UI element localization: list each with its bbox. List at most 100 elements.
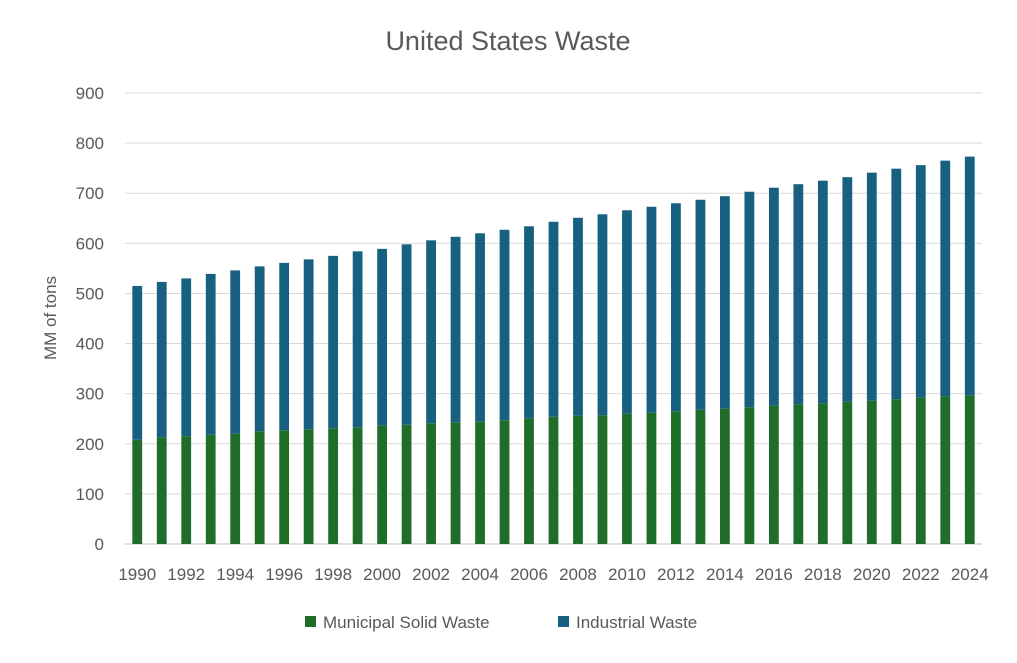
bar-industrial-waste-2013 bbox=[695, 199, 706, 410]
bar-industrial-waste-2004 bbox=[475, 233, 485, 422]
x-tick-label: 2008 bbox=[559, 565, 597, 584]
bar-industrial-waste-1992 bbox=[181, 278, 192, 437]
bar-municipal-solid-waste-1998 bbox=[328, 428, 339, 544]
legend-swatch bbox=[305, 616, 316, 627]
bar-municipal-solid-waste-2005 bbox=[499, 420, 510, 544]
bar-municipal-solid-waste-1991 bbox=[156, 437, 167, 544]
chart-title: United States Waste bbox=[385, 26, 630, 56]
bar-municipal-solid-waste-2008 bbox=[573, 415, 583, 544]
bar-municipal-solid-waste-2013 bbox=[695, 409, 706, 544]
bar-industrial-waste-2008 bbox=[573, 217, 583, 416]
y-axis-label: MM of tons bbox=[41, 276, 60, 360]
bar-industrial-waste-2010 bbox=[622, 210, 632, 414]
bar-industrial-waste-2016 bbox=[768, 187, 779, 406]
bar-municipal-solid-waste-1995 bbox=[254, 431, 265, 544]
x-tick-label: 2016 bbox=[755, 565, 793, 584]
bar-municipal-solid-waste-2021 bbox=[891, 399, 902, 544]
bar-municipal-solid-waste-2016 bbox=[768, 405, 779, 544]
bar-industrial-waste-2006 bbox=[524, 226, 534, 419]
bar-industrial-waste-2000 bbox=[377, 248, 387, 426]
x-tick-label: 2014 bbox=[706, 565, 744, 584]
bar-municipal-solid-waste-1990 bbox=[132, 439, 143, 544]
bar-municipal-solid-waste-2002 bbox=[426, 423, 436, 544]
bar-industrial-waste-2002 bbox=[426, 240, 436, 424]
bar-municipal-solid-waste-2009 bbox=[597, 415, 608, 544]
bar-industrial-waste-2009 bbox=[597, 214, 608, 416]
y-tick-label: 400 bbox=[76, 335, 104, 354]
bar-industrial-waste-2024 bbox=[964, 156, 975, 396]
bar-municipal-solid-waste-2023 bbox=[940, 396, 951, 544]
bar-municipal-solid-waste-1996 bbox=[279, 430, 290, 544]
bar-municipal-solid-waste-2015 bbox=[744, 407, 755, 544]
bar-industrial-waste-2018 bbox=[817, 180, 828, 404]
x-tick-label: 2006 bbox=[510, 565, 548, 584]
legend-label: Municipal Solid Waste bbox=[323, 613, 490, 632]
x-tick-label: 1996 bbox=[265, 565, 303, 584]
bar-municipal-solid-waste-2020 bbox=[866, 400, 877, 544]
y-tick-label: 300 bbox=[76, 385, 104, 404]
x-tick-label: 2018 bbox=[804, 565, 842, 584]
legend-label: Industrial Waste bbox=[576, 613, 697, 632]
legend-swatch bbox=[558, 616, 569, 627]
bar-industrial-waste-1996 bbox=[279, 262, 290, 431]
x-axis-ticks: 1990 1992 1994 1996 1998 2000 2002 2004 2006 2008… bbox=[118, 565, 988, 584]
bar-municipal-solid-waste-2006 bbox=[524, 418, 534, 544]
bar-municipal-solid-waste-1993 bbox=[205, 434, 216, 544]
y-axis-ticks: 0 100 200 300 400 500 600 700 800 900 bbox=[76, 84, 104, 554]
bar-municipal-solid-waste-2019 bbox=[842, 401, 853, 544]
x-tick-label: 1994 bbox=[216, 565, 254, 584]
bar-industrial-waste-2014 bbox=[720, 196, 730, 409]
bar-municipal-solid-waste-2003 bbox=[450, 422, 461, 544]
bar-municipal-solid-waste-2012 bbox=[671, 411, 681, 544]
bar-municipal-solid-waste-2007 bbox=[548, 416, 559, 544]
bar-industrial-waste-1994 bbox=[230, 270, 241, 434]
bar-municipal-solid-waste-1992 bbox=[181, 436, 192, 544]
y-tick-label: 600 bbox=[76, 234, 104, 253]
bar-industrial-waste-2019 bbox=[842, 177, 853, 402]
y-tick-label: 200 bbox=[76, 435, 104, 454]
y-tick-label: 500 bbox=[76, 284, 104, 303]
y-tick-label: 0 bbox=[95, 535, 104, 554]
y-tick-label: 100 bbox=[76, 485, 104, 504]
bar-municipal-solid-waste-1999 bbox=[352, 427, 363, 544]
bar-industrial-waste-2001 bbox=[401, 244, 412, 425]
bar-municipal-solid-waste-2017 bbox=[793, 404, 804, 544]
bar-industrial-waste-2015 bbox=[744, 191, 755, 408]
bar-industrial-waste-2022 bbox=[915, 165, 926, 398]
bar-industrial-waste-2011 bbox=[646, 206, 657, 413]
bar-municipal-solid-waste-2014 bbox=[720, 408, 730, 544]
bars bbox=[132, 156, 975, 544]
legend: Municipal Solid Waste Industrial Waste bbox=[305, 613, 697, 632]
bar-municipal-solid-waste-2010 bbox=[622, 413, 632, 544]
x-tick-label: 2024 bbox=[951, 565, 989, 584]
y-tick-label: 700 bbox=[76, 184, 104, 203]
bar-industrial-waste-1993 bbox=[205, 273, 216, 435]
bar-municipal-solid-waste-1994 bbox=[230, 433, 241, 544]
y-tick-label: 800 bbox=[76, 134, 104, 153]
bar-municipal-solid-waste-2011 bbox=[646, 412, 657, 544]
x-tick-label: 2010 bbox=[608, 565, 646, 584]
bar-industrial-waste-2005 bbox=[499, 229, 510, 421]
x-tick-label: 2000 bbox=[363, 565, 401, 584]
x-tick-label: 2002 bbox=[412, 565, 450, 584]
bar-industrial-waste-1995 bbox=[254, 266, 265, 432]
bar-industrial-waste-2012 bbox=[671, 203, 681, 412]
x-tick-label: 2022 bbox=[902, 565, 940, 584]
bar-municipal-solid-waste-2024 bbox=[964, 395, 975, 544]
bar-municipal-solid-waste-2000 bbox=[377, 425, 387, 544]
x-tick-label: 1998 bbox=[314, 565, 352, 584]
bar-industrial-waste-2003 bbox=[450, 236, 461, 423]
bar-municipal-solid-waste-2018 bbox=[817, 403, 828, 544]
x-tick-label: 2012 bbox=[657, 565, 695, 584]
bar-industrial-waste-1998 bbox=[328, 255, 339, 429]
bar-industrial-waste-2021 bbox=[891, 168, 902, 400]
x-tick-label: 1992 bbox=[167, 565, 205, 584]
bar-municipal-solid-waste-1997 bbox=[303, 429, 314, 544]
bar-industrial-waste-2020 bbox=[866, 172, 877, 401]
bar-municipal-solid-waste-2001 bbox=[401, 424, 412, 544]
bar-industrial-waste-1997 bbox=[303, 259, 314, 430]
x-tick-label: 2004 bbox=[461, 565, 499, 584]
bar-industrial-waste-2023 bbox=[940, 160, 951, 397]
